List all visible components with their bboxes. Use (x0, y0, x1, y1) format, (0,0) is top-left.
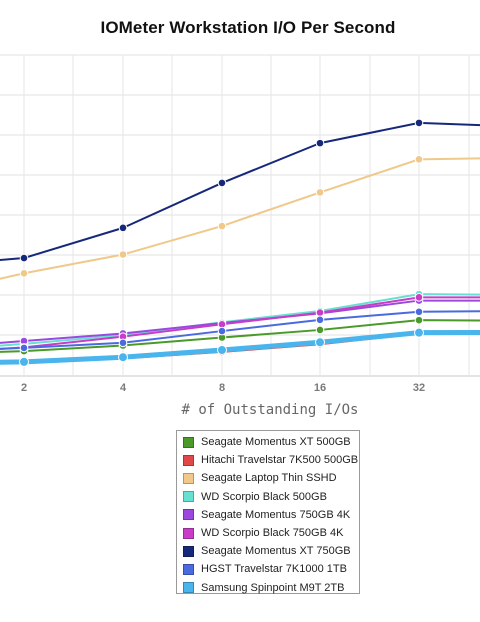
chart-title: IOMeter Workstation I/O Per Second (100, 18, 396, 37)
legend-item[interactable]: WD Scorpio Black 750GB 4K (183, 524, 359, 542)
legend-item[interactable]: HGST Travelstar 7K1000 1TB (183, 560, 359, 578)
legend-item[interactable]: WD Scorpio Black 500GB (183, 488, 359, 506)
legend-item[interactable]: Seagate Laptop Thin SSHD (183, 469, 359, 487)
x-tick-label: 2 (21, 382, 27, 394)
legend-swatch (183, 563, 194, 575)
legend-label: Seagate Momentus XT 500GB (201, 436, 351, 449)
legend-label: Samsung Spinpoint M9T 2TB (201, 581, 345, 594)
data-point[interactable] (414, 315, 424, 325)
series-line (0, 310, 480, 350)
data-point[interactable] (315, 308, 325, 317)
series-samsung-spinpoint-m9t-2tb (0, 327, 480, 367)
legend-item[interactable]: Seagate Momentus XT 500GB (183, 433, 359, 451)
legend-label: WD Scorpio Black 750GB 4K (201, 527, 344, 540)
data-point[interactable] (414, 155, 424, 164)
x-tick-label: 16 (314, 382, 326, 394)
grid-lines (0, 54, 480, 377)
x-tick-labels: 2 4 8 16 32 (21, 382, 425, 394)
series-seagate-momentus-xt-750gb (0, 118, 480, 263)
x-tick-label: 4 (120, 382, 127, 394)
data-point[interactable] (315, 315, 325, 325)
legend-label: Seagate Momentus 750GB 4K (201, 508, 351, 521)
data-point[interactable] (414, 118, 424, 128)
legend-swatch (183, 582, 194, 594)
legend-swatch (183, 454, 194, 466)
series-line (0, 296, 480, 350)
data-point[interactable] (217, 178, 227, 188)
data-point[interactable] (19, 268, 29, 278)
legend-item[interactable]: Samsung Spinpoint M9T 2TB (183, 579, 359, 597)
series-seagate-laptop-thin-sshd (0, 155, 480, 280)
legend-swatch (183, 545, 194, 557)
data-point[interactable] (315, 337, 325, 348)
data-point[interactable] (19, 356, 29, 367)
legend-item[interactable]: Hitachi Travelstar 7K500 500GB (183, 451, 359, 469)
legend: Seagate Momentus XT 500GB Hitachi Travels… (176, 430, 360, 594)
x-tick-label: 32 (413, 382, 425, 394)
legend-label: Hitachi Travelstar 7K500 500GB (201, 454, 359, 467)
legend-item[interactable]: Seagate Momentus 750GB 4K (183, 506, 359, 524)
legend-item[interactable]: Seagate Momentus XT 750GB (183, 542, 359, 560)
series-line (0, 121, 480, 262)
legend-swatch (183, 527, 194, 539)
data-point[interactable] (414, 307, 424, 317)
x-axis-label: # of Outstanding I/Os (181, 402, 358, 418)
legend-label: WD Scorpio Black 500GB (201, 490, 327, 503)
data-point[interactable] (315, 325, 325, 335)
data-point[interactable] (414, 293, 424, 302)
legend-swatch (183, 436, 194, 448)
legend-swatch (183, 472, 194, 484)
data-point[interactable] (414, 327, 424, 338)
legend-label: Seagate Laptop Thin SSHD (201, 472, 337, 485)
legend-swatch (183, 491, 194, 503)
data-point[interactable] (217, 344, 227, 355)
series-lines (0, 118, 480, 367)
series-line (0, 157, 480, 280)
legend-swatch (183, 509, 194, 521)
data-point[interactable] (19, 343, 29, 353)
legend-label: Seagate Momentus XT 750GB (201, 545, 351, 558)
data-point[interactable] (217, 221, 227, 231)
data-point[interactable] (315, 188, 325, 197)
series-hgst-travelstar-7k1000-1tb (0, 307, 480, 353)
data-point[interactable] (118, 223, 128, 233)
data-point[interactable] (217, 326, 227, 336)
data-point[interactable] (118, 338, 128, 348)
x-tick-label: 8 (219, 382, 225, 394)
legend-label: HGST Travelstar 7K1000 1TB (201, 563, 347, 576)
data-point[interactable] (118, 352, 128, 363)
data-point[interactable] (118, 250, 128, 259)
data-point[interactable] (19, 253, 29, 263)
data-point[interactable] (315, 138, 325, 148)
